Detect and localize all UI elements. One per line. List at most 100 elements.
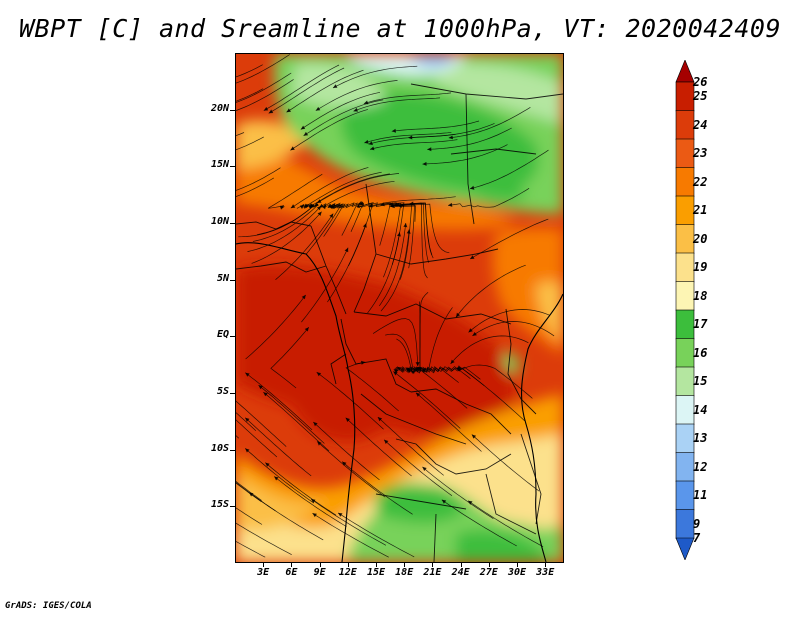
streamline (236, 507, 263, 525)
lon-tick-label: 12E (338, 567, 357, 578)
streamline (270, 326, 310, 389)
streamline-arrow (280, 205, 285, 210)
lat-tick-label: 10N (210, 216, 229, 227)
streamline-arrow (319, 203, 324, 208)
lon-tick-label: 24E (451, 567, 470, 578)
streamline (236, 419, 278, 458)
streamline (364, 131, 452, 144)
lat-tick-mark (230, 279, 235, 281)
lon-tick-label: 18E (395, 567, 414, 578)
streamline (409, 202, 428, 279)
streamline (305, 171, 382, 207)
lon-tick-label: 33E (536, 567, 555, 578)
streamline-arrow (456, 365, 462, 370)
streamline (467, 500, 544, 548)
lat-tick-mark (230, 393, 235, 394)
lon-tick-label: 21E (423, 567, 442, 578)
map-panel (235, 53, 564, 563)
streamline (236, 72, 292, 103)
streamline-arrow (317, 211, 322, 216)
colorbar-label: 24 (693, 117, 708, 132)
streamline-arrow (397, 366, 402, 371)
streamline (236, 136, 264, 151)
streamline (316, 173, 400, 204)
streamline-arrow (361, 360, 366, 365)
streamline-arrow (312, 513, 317, 518)
lat-tick-mark (230, 449, 235, 451)
streamline (363, 92, 452, 104)
streamline (397, 203, 450, 254)
streamline-arrow (415, 362, 420, 367)
streamline-arrow (397, 232, 401, 237)
streamline (372, 318, 419, 367)
lat-tick-label: 10S (210, 442, 229, 454)
streamline (380, 229, 410, 312)
streamline-arrow (403, 223, 408, 228)
streamline (310, 498, 387, 546)
streamline (316, 441, 386, 498)
streamline (427, 127, 512, 150)
streamline (316, 371, 384, 430)
streamline-arrow (274, 476, 279, 481)
lon-tick-mark (319, 563, 321, 567)
streamline (408, 123, 495, 139)
lat-tick-label: EQ (216, 329, 229, 341)
streamline (301, 247, 349, 323)
colorbar-label: 13 (693, 431, 708, 446)
colorbar-label: 21 (693, 203, 708, 218)
colorbar-swatch (675, 110, 695, 140)
streamline (286, 69, 364, 113)
streamline-arrow (263, 392, 268, 397)
streamline-arrow (333, 84, 338, 88)
streamline (391, 120, 480, 132)
streamline (236, 79, 294, 111)
streamline (236, 64, 263, 78)
streamline-arrow (472, 332, 477, 336)
streamline (448, 107, 531, 139)
streamline (236, 54, 290, 84)
streamline-arrow (313, 422, 318, 427)
colorbar-label: 15 (693, 374, 708, 389)
streamline (273, 476, 347, 527)
streamline (345, 417, 412, 477)
chart-title: WBPT [C] and Sreamline at 1000hPa, VT: 2… (18, 14, 781, 43)
streamline-arrow (342, 461, 347, 466)
wbpt-streamline-map (236, 54, 563, 562)
streamline-arrow (471, 434, 477, 439)
colorbar-swatch (675, 509, 695, 539)
streamline-arrow (422, 161, 427, 166)
colorbar-swatch (675, 224, 695, 254)
streamline (236, 541, 266, 558)
streamline (244, 448, 315, 504)
colorbar-label: 20 (693, 231, 708, 246)
streamline-arrow (345, 417, 350, 422)
streamline (415, 392, 482, 452)
streamline (247, 205, 322, 252)
colorbar-swatch (675, 366, 695, 397)
streamline (275, 213, 334, 280)
streamline (330, 202, 358, 236)
streamline-arrow (286, 108, 291, 113)
streamline (267, 173, 323, 209)
lat-tick-label: 20N (210, 102, 229, 114)
colorbar-label: 16 (693, 345, 708, 360)
streamline (456, 366, 525, 421)
lon-tick-mark (488, 563, 490, 567)
colorbar-swatch (675, 195, 695, 226)
streamline-arrow (329, 213, 334, 218)
streamline (251, 211, 322, 264)
streamline (290, 109, 369, 151)
streamline-arrow (300, 125, 306, 130)
streamline-arrow (470, 185, 475, 190)
streamline (265, 462, 337, 516)
streamline-arrow (448, 135, 453, 140)
streamline (455, 264, 526, 318)
colorbar-swatch (675, 252, 695, 283)
lon-tick-mark (432, 563, 434, 567)
streamline (469, 218, 549, 260)
lon-tick-mark (460, 563, 462, 567)
streamline (244, 417, 312, 477)
lon-tick-label: 3E (257, 567, 270, 578)
lat-tick-mark (230, 166, 235, 168)
streamline (236, 435, 240, 439)
